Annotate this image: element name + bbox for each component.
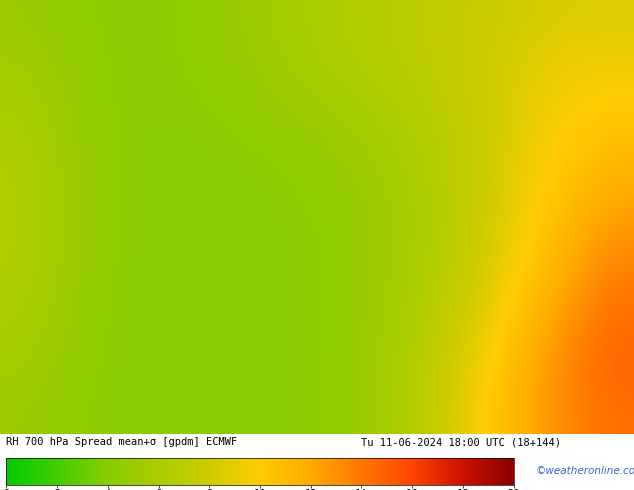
Text: ©weatheronline.co.uk: ©weatheronline.co.uk [536,466,634,476]
Text: Tu 11-06-2024 18:00 UTC (18+144): Tu 11-06-2024 18:00 UTC (18+144) [361,437,561,447]
Text: RH 700 hPa Spread mean+σ [gpdm] ECMWF: RH 700 hPa Spread mean+σ [gpdm] ECMWF [6,437,238,447]
